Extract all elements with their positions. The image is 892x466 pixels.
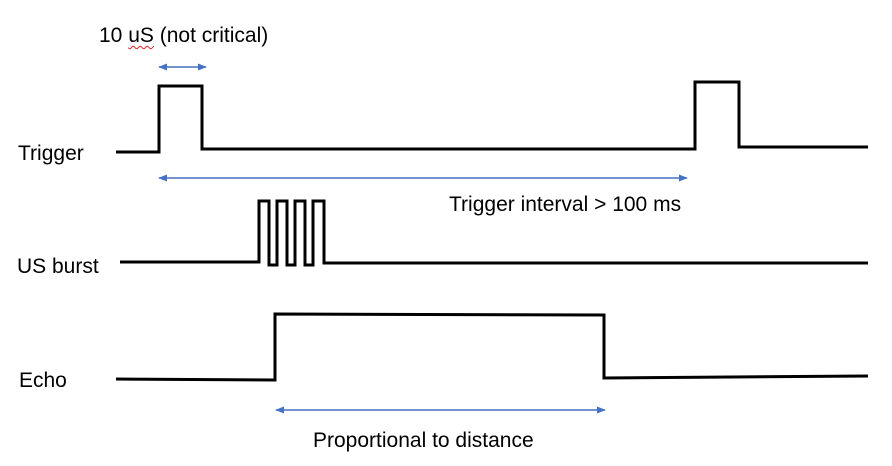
pulse-width-value: 10 — [99, 24, 123, 47]
trigger-waveform — [116, 80, 868, 154]
us-burst-label: US burst — [17, 255, 99, 278]
echo-duration-label: Proportional to distance — [313, 429, 534, 452]
pulse-width-note: (not critical) — [159, 24, 269, 47]
trigger-interval-label: Trigger interval > 100 ms — [449, 193, 682, 216]
pulse-width-label: 10 uS (not critical) — [99, 25, 268, 46]
pulse-width-unit: uS — [128, 24, 154, 47]
echo-waveform — [115, 312, 869, 382]
echo-label: Echo — [19, 369, 67, 392]
trigger-label: Trigger — [18, 142, 84, 165]
us-burst-waveform — [120, 199, 868, 267]
